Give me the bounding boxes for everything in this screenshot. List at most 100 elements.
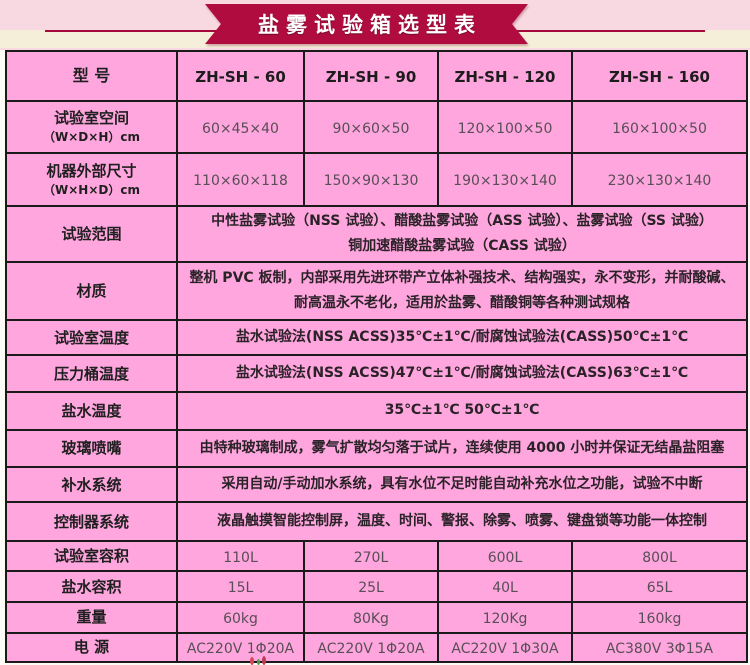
value-cell: 25L — [303, 570, 439, 603]
model-cell: ZH-SH - 120 — [437, 49, 573, 103]
row-label-cell: 试验室温度 — [5, 319, 178, 357]
row-sublabel: （W×H×D）cm — [43, 182, 140, 197]
value-cell: 150×90×130 — [303, 152, 439, 207]
row-label: 重量 — [76, 608, 107, 627]
span-cell: 盐水试验法(NSS ACSS)35℃±1℃/耐腐蚀试验法(CASS)50℃±1℃ — [176, 319, 748, 357]
row-label-cell: 补水系统 — [5, 465, 178, 504]
row-label: 材质 — [76, 282, 107, 301]
value-cell: 800L — [571, 540, 748, 573]
table-row: 补水系统 采用自动/手动加水系统，具有水位不足时能自动补充水位之功能，试验不中断 — [5, 465, 748, 504]
row-label-cell: 盐水温度 — [5, 390, 178, 431]
value-cell: 90×60×50 — [303, 100, 439, 155]
cell-value: 25L — [358, 580, 384, 597]
span-text: 盐水试验法(NSS ACSS)47℃±1℃/耐腐蚀试验法(CASS)63℃±1℃ — [235, 365, 689, 382]
span-cell: 整机 PVC 板制，内部采用先进环带产立体补强技术、结构强实，永不变形，并耐酸碱… — [176, 260, 748, 322]
span-text: 35℃±1℃ 50℃±1℃ — [384, 402, 540, 419]
table-row: 试验室温度 盐水试验法(NSS ACSS)35℃±1℃/耐腐蚀试验法(CASS)… — [5, 319, 748, 357]
value-cell: 120×100×50 — [437, 100, 573, 155]
page-title: 盐雾试验箱选型表 — [258, 13, 482, 37]
value-cell: 80Kg — [303, 600, 439, 634]
row-sublabel: （W×D×H）cm — [43, 130, 140, 145]
cell-value: 800L — [642, 549, 677, 566]
model-name: ZH-SH - 160 — [609, 67, 710, 86]
row-label-cell: 重量 — [5, 600, 178, 634]
span-text: 盐水试验法(NSS ACSS)35℃±1℃/耐腐蚀试验法(CASS)50℃±1℃ — [235, 329, 689, 346]
span-text: 采用自动/手动加水系统，具有水位不足时能自动补充水位之功能，试验不中断 — [221, 476, 703, 493]
model-cell: ZH-SH - 90 — [303, 49, 439, 103]
value-cell: 120Kg — [437, 600, 573, 634]
cell-value: 110L — [223, 549, 258, 566]
row-label: 试验室空间 — [53, 109, 129, 128]
cell-value: AC220V 1Φ20A — [317, 640, 425, 657]
cell-value: 40L — [492, 580, 518, 597]
value-cell: 230×130×140 — [571, 152, 748, 207]
row-label: 补水系统 — [61, 475, 122, 494]
row-label: 控制器系统 — [53, 512, 129, 531]
model-name: ZH-SH - 60 — [195, 67, 286, 86]
row-label-cell: 机器外部尺寸 （W×H×D）cm — [5, 152, 178, 207]
value-cell: 15L — [176, 570, 305, 603]
value-cell: 60×45×40 — [176, 100, 305, 155]
row-label: 试验范围 — [61, 224, 122, 243]
cell-value: AC380V 3Φ15A — [605, 640, 714, 657]
row-label-cell: 试验室容积 — [5, 540, 178, 573]
span-text-line2: 铜加速醋酸盐雾试验（CASS 试验） — [348, 237, 576, 254]
row-label: 试验室容积 — [53, 547, 129, 566]
row-label: 试验室温度 — [53, 328, 129, 347]
title-ribbon: 盐雾试验箱选型表 — [205, 4, 528, 44]
header-label-cell: 型 号 — [5, 49, 178, 103]
table-row: 材质 整机 PVC 板制，内部采用先进环带产立体补强技术、结构强实，永不变形，并… — [5, 260, 748, 322]
row-label: 机器外部尺寸 — [46, 161, 137, 180]
cell-value: 15L — [227, 580, 254, 597]
cell-value: 90×60×50 — [332, 120, 410, 137]
value-cell: 600L — [437, 540, 573, 573]
cell-value: 150×90×130 — [323, 173, 419, 190]
table-row: 压力桶温度 盐水试验法(NSS ACSS)47℃±1℃/耐腐蚀试验法(CASS)… — [5, 354, 748, 393]
row-label-cell: 试验范围 — [5, 204, 178, 264]
cell-value: 270L — [353, 549, 389, 566]
row-label-cell: 盐水容积 — [5, 570, 178, 603]
model-cell: ZH-SH - 160 — [571, 49, 748, 103]
value-cell: AC220V 1Φ30A — [437, 631, 573, 664]
value-cell: 65L — [571, 570, 748, 603]
cell-value: 160×100×50 — [612, 120, 707, 137]
cell-value: 60×45×40 — [202, 120, 279, 137]
value-cell: 60kg — [176, 600, 305, 634]
header-label: 型 号 — [72, 66, 111, 86]
cell-value: 600L — [487, 549, 523, 566]
row-label: 电 源 — [73, 638, 110, 657]
cell-value: 120Kg — [482, 610, 528, 627]
cell-value: AC220V 1Φ30A — [451, 640, 559, 657]
span-text: 液晶触摸智能控制屏，温度、时间、警报、除雾、喷雾、键盘锁等功能一体控制 — [217, 513, 707, 530]
table-row: 试验范围 中性盐雾试验（NSS 试验）、醋酸盐雾试验（ASS 试验）、盐雾试验（… — [5, 204, 748, 264]
table-header-row: 型 号 ZH-SH - 60 ZH-SH - 90 ZH-SH - 120 ZH… — [5, 49, 748, 103]
value-cell: 160kg — [571, 600, 748, 634]
table-row: 玻璃喷嘴 由特种玻璃制成，雾气扩散均匀落于试片，连续使用 4000 小时并保证无… — [5, 428, 748, 468]
cell-value: 230×130×140 — [607, 173, 712, 190]
row-label: 压力桶温度 — [53, 364, 129, 383]
row-label: 盐水温度 — [61, 401, 122, 420]
page-header: 盐雾试验箱选型表 — [0, 0, 750, 50]
span-text-line1: 中性盐雾试验（NSS 试验）、醋酸盐雾试验（ASS 试验）、盐雾试验（SS 试验… — [211, 212, 713, 229]
row-label-cell: 电 源 — [5, 631, 178, 664]
model-name: ZH-SH - 120 — [454, 67, 556, 86]
table-row: 电 源 AC220V 1Φ20A AC220V 1Φ20A AC220V 1Φ3… — [5, 631, 748, 664]
table-row: 控制器系统 液晶触摸智能控制屏，温度、时间、警报、除雾、喷雾、键盘锁等功能一体控… — [5, 501, 748, 543]
value-cell: 40L — [437, 570, 573, 603]
cell-value: 80Kg — [353, 610, 389, 627]
table-row: 试验室空间 （W×D×H）cm 60×45×40 90×60×50 120×10… — [5, 100, 748, 155]
spec-table: 型 号 ZH-SH - 60 ZH-SH - 90 ZH-SH - 120 ZH… — [5, 49, 748, 664]
span-cell: 采用自动/手动加水系统，具有水位不足时能自动补充水位之功能，试验不中断 — [176, 465, 748, 504]
watermark-artifact — [248, 656, 270, 665]
span-cell: 由特种玻璃制成，雾气扩散均匀落于试片，连续使用 4000 小时并保证无结晶盐阻塞 — [176, 428, 748, 468]
cell-value: AC220V 1Φ20A — [186, 640, 295, 657]
cell-value: 60kg — [223, 610, 258, 627]
span-cell: 35℃±1℃ 50℃±1℃ — [176, 390, 748, 431]
table-row: 盐水容积 15L 25L 40L 65L — [5, 570, 748, 603]
row-label: 盐水容积 — [61, 577, 122, 596]
row-label-cell: 控制器系统 — [5, 501, 178, 543]
cell-value: 110×60×118 — [193, 173, 288, 190]
value-cell: 110L — [176, 540, 305, 573]
table-row: 试验室容积 110L 270L 600L 800L — [5, 540, 748, 573]
